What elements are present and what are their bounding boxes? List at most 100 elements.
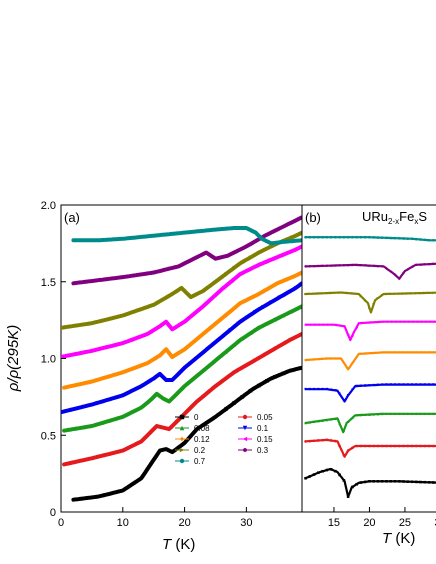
data-point [419, 383, 422, 386]
data-point [232, 401, 236, 405]
data-point [273, 282, 278, 287]
data-point [410, 237, 414, 241]
data-point [363, 480, 367, 484]
data-point [342, 235, 346, 239]
data-point [308, 292, 312, 296]
data-point [338, 473, 341, 477]
data-point [432, 320, 435, 323]
data-point [304, 323, 307, 327]
data-point [240, 300, 245, 305]
data-point [385, 383, 388, 386]
data-point [427, 320, 431, 323]
legend-marker [179, 425, 185, 431]
legend-label: 0.2 [194, 446, 206, 455]
data-point [423, 480, 427, 484]
data-point [281, 341, 286, 346]
panel-b: 15 20 25 30 (b) URu2-xFexS T (K) [301, 204, 436, 547]
data-point [256, 383, 261, 388]
data-point [238, 272, 243, 276]
panel-b-x-axis-label: T (K) [382, 530, 415, 547]
data-point [236, 321, 240, 326]
panel-a-x-axis-label: T (K) [162, 536, 195, 553]
data-point [432, 383, 435, 386]
data-point [230, 279, 234, 283]
legend-item-0-15: 0.15 [238, 435, 273, 444]
data-point [263, 234, 267, 238]
data-point [317, 471, 320, 475]
series-0 [71, 365, 302, 502]
data-point [312, 265, 316, 268]
data-point [397, 383, 401, 386]
data-point [419, 351, 422, 354]
data-point [329, 439, 333, 442]
data-point [419, 444, 422, 448]
data-point [376, 444, 380, 448]
data-point [427, 481, 431, 484]
data-point [281, 240, 286, 244]
data-point [380, 236, 384, 239]
data-point [410, 412, 414, 416]
data-point [355, 384, 358, 388]
data-point [281, 278, 286, 283]
data-point [376, 351, 380, 355]
data-point [359, 352, 363, 356]
y-axis-label: ρ/ρ(295K) [5, 325, 22, 392]
data-point [271, 230, 275, 234]
data-point [321, 387, 324, 391]
series-0-1 [61, 281, 302, 415]
data-point [223, 350, 228, 354]
data-point [432, 412, 435, 416]
series-0-05 [62, 331, 302, 467]
data-point [308, 439, 312, 443]
panel-a-curves [61, 215, 302, 502]
legend-marker [179, 447, 185, 453]
data-point [248, 388, 253, 393]
data-point [393, 480, 397, 483]
data-point [277, 295, 282, 300]
data-point [423, 263, 427, 266]
data-point [410, 351, 414, 354]
data-point [393, 273, 397, 276]
data-point [410, 444, 414, 448]
data-point [238, 226, 243, 230]
data-point [385, 267, 388, 270]
data-point [342, 429, 346, 432]
panel-a: 0 10 20 30 0 0.5 1.0 1.5 2.0 (a) 0 0.05 0.08 0.1 0.… [5, 200, 303, 553]
data-point [248, 255, 253, 260]
data-point [389, 292, 393, 296]
data-point [393, 320, 397, 323]
y-tick-label: 0 [50, 507, 56, 519]
legend-label: 0.08 [194, 424, 210, 433]
data-point [254, 238, 259, 243]
data-point [273, 317, 278, 322]
data-point [312, 439, 316, 443]
series-line [304, 412, 436, 434]
data-point [321, 264, 324, 267]
x-tick-label: 20 [178, 517, 190, 529]
data-point [351, 292, 354, 295]
data-point [246, 243, 251, 247]
legend-label: 0.12 [194, 435, 210, 444]
data-point [308, 235, 312, 239]
data-point [269, 300, 273, 305]
data-point [223, 376, 228, 381]
data-point [402, 412, 405, 416]
data-point [317, 235, 320, 239]
data-point [312, 235, 316, 239]
data-point [346, 449, 350, 452]
data-point [321, 235, 324, 239]
series-0-12 [304, 351, 436, 371]
data-point [325, 235, 329, 239]
y-tick-label: 0.5 [41, 430, 56, 442]
data-point [308, 421, 312, 424]
data-point [281, 371, 286, 376]
data-point [271, 257, 275, 261]
data-point [308, 265, 312, 268]
data-point [359, 264, 363, 267]
data-point [246, 268, 251, 272]
data-point [397, 320, 401, 323]
series-line [62, 331, 302, 467]
data-point [312, 473, 316, 476]
data-point [397, 480, 401, 483]
series-0-08 [304, 412, 436, 434]
